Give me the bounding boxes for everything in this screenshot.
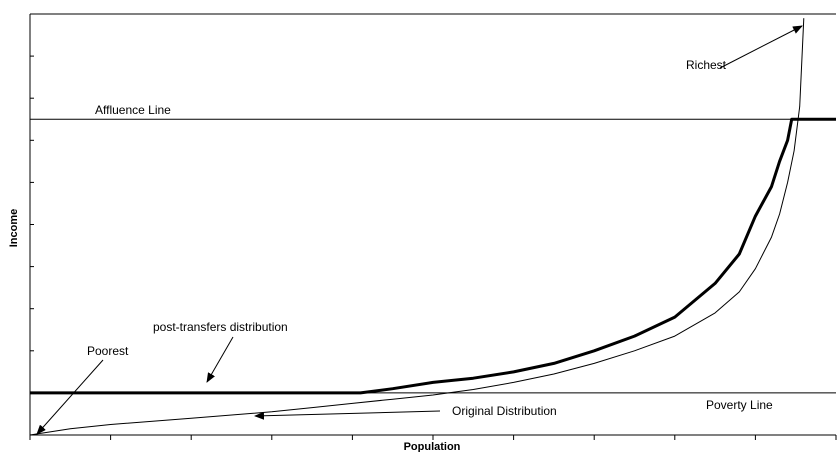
original-distribution-line — [29, 18, 805, 436]
axis-ticks — [29, 13, 837, 440]
poorest-arrow — [36, 359, 104, 435]
poorest-label: Poorest — [87, 344, 129, 358]
richest-label: Richest — [686, 58, 727, 72]
affluence-line-label: Affluence Line — [95, 103, 171, 117]
y-axis-label: Income — [8, 209, 20, 248]
post-transfers-label: post-transfers distribution — [153, 320, 288, 334]
x-axis-label: Population — [404, 441, 461, 452]
original-distribution-arrow — [254, 410, 441, 420]
annotations: Affluence Line Poverty Line Richest post-tr… — [36, 25, 803, 435]
poverty-line-label: Poverty Line — [706, 398, 773, 412]
axes — [29, 13, 836, 436]
reference-lines — [30, 118, 836, 394]
post-transfers-distribution-line — [30, 117, 836, 395]
post-transfers-arrow — [206, 336, 234, 383]
richest-arrow — [719, 25, 803, 69]
original-distribution-label: Original Distribution — [452, 404, 557, 418]
series-lines — [29, 18, 836, 436]
